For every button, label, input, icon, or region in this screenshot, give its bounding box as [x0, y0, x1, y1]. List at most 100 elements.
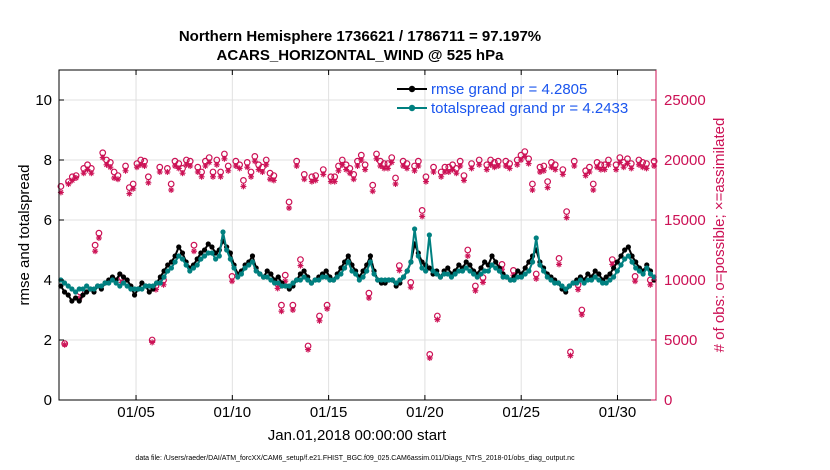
asterisk-stroke — [58, 189, 64, 195]
asterisk-stroke — [404, 165, 410, 171]
asterisk-stroke — [514, 162, 520, 168]
totalspread-point — [183, 262, 189, 268]
asterisk-stroke — [210, 174, 216, 180]
obs-assimilated-marker — [381, 165, 388, 172]
obs-assimilated-marker — [84, 166, 91, 173]
obs-assimilated-marker — [343, 166, 350, 173]
obs-assimilated-marker — [601, 166, 608, 173]
rmse-point — [607, 271, 613, 277]
obs-assimilated-marker — [103, 161, 110, 168]
rmse-point — [467, 262, 473, 268]
totalspread-point — [349, 268, 355, 274]
rmse-point — [139, 280, 145, 286]
totalspread-point — [238, 271, 245, 277]
obs-assimilated-marker — [301, 176, 308, 183]
obs-assimilated-marker — [362, 166, 369, 173]
obs-assimilated-marker — [270, 177, 277, 184]
obs-assimilated-marker — [464, 253, 471, 259]
obs-assimilated-marker — [327, 178, 334, 185]
asterisk-stroke — [465, 253, 471, 259]
obs-assimilated-marker — [95, 235, 102, 241]
obs-assimilated-marker — [514, 161, 521, 168]
rmse-point — [131, 292, 138, 298]
obs-assimilated-marker — [453, 170, 460, 177]
totalspread-point — [143, 283, 149, 289]
asterisk-stroke — [579, 312, 585, 318]
obs-assimilated-marker — [369, 188, 376, 195]
obs-assimilated-marker — [525, 160, 532, 167]
totalspread-point — [209, 250, 215, 256]
plot-data — [57, 148, 658, 361]
totalspread-point — [651, 274, 657, 280]
asterisk-stroke — [560, 171, 566, 177]
asterisk-stroke — [301, 176, 307, 182]
rmse-point — [522, 265, 528, 271]
totalspread-point — [581, 280, 587, 286]
rmse-point — [117, 271, 123, 277]
totalspread-point — [566, 283, 572, 289]
asterisk-stroke — [130, 186, 136, 192]
grid-lines — [59, 70, 656, 401]
obs-assimilated-marker — [331, 178, 338, 185]
rmse-point — [445, 265, 451, 271]
totalspread-point — [190, 265, 197, 271]
totalspread-point — [570, 280, 576, 286]
totalspread-point — [518, 274, 525, 280]
asterisk-stroke — [286, 205, 292, 211]
asterisk-stroke — [613, 167, 619, 173]
x-tick-label: 01/15 — [310, 404, 348, 421]
totalspread-point — [201, 253, 208, 259]
totalspread-point — [87, 286, 93, 292]
totalspread-point — [596, 277, 602, 283]
totalspread-point — [106, 280, 112, 286]
obs-assimilated-marker — [61, 341, 68, 348]
obs-assimilated-marker — [365, 295, 372, 301]
asterisk-stroke — [145, 180, 151, 186]
totalspread-point — [80, 286, 86, 292]
totalspread-point — [154, 280, 160, 286]
totalspread-point — [150, 283, 156, 289]
asterisk-stroke — [88, 170, 94, 176]
asterisk-stroke — [621, 164, 627, 170]
totalspread-point — [463, 265, 469, 271]
obs-assimilated-marker — [384, 165, 391, 172]
legend-rmse-label: rmse grand pr = 4.2805 — [431, 81, 587, 98]
totalspread-point — [290, 280, 296, 286]
rmse-point — [478, 265, 484, 271]
obs-assimilated-marker — [293, 163, 300, 169]
asterisk-stroke — [366, 295, 372, 301]
obs-assimilated-marker — [187, 163, 194, 169]
asterisk-stroke — [168, 187, 174, 193]
totalspread-point — [165, 268, 171, 274]
totalspread-point — [426, 232, 432, 238]
obs-assimilated-marker — [354, 163, 361, 169]
totalspread-point — [552, 280, 558, 286]
totalspread-point — [382, 277, 388, 283]
obs-assimilated-marker — [339, 161, 346, 168]
totalspread-line — [60, 228, 655, 294]
totalspread-point — [161, 274, 167, 280]
obs-assimilated-marker — [255, 166, 262, 173]
totalspread-point — [305, 277, 311, 283]
asterisk-stroke — [389, 159, 395, 165]
obs-assimilated-marker — [213, 161, 220, 168]
obs-assimilated-marker — [107, 164, 114, 171]
totalspread-point — [504, 274, 510, 280]
obs-assimilated-marker — [426, 355, 433, 361]
rmse-point — [482, 259, 488, 265]
totalspread-point — [603, 280, 609, 286]
rmse-point — [485, 262, 491, 268]
obs-assimilated-marker — [114, 176, 121, 183]
asterisk-stroke — [377, 163, 383, 169]
rmse-point — [456, 262, 462, 268]
obs-assimilated-marker — [479, 279, 486, 286]
totalspread-point — [544, 274, 550, 280]
totalspread-point — [537, 262, 543, 268]
obs-assimilated-marker — [590, 187, 597, 193]
asterisk-stroke — [636, 162, 642, 168]
obs-assimilated-marker — [126, 190, 133, 197]
totalspread-point — [124, 283, 130, 289]
rmse-point — [209, 244, 215, 250]
totalspread-point — [636, 268, 643, 274]
totalspread-point — [84, 283, 90, 289]
